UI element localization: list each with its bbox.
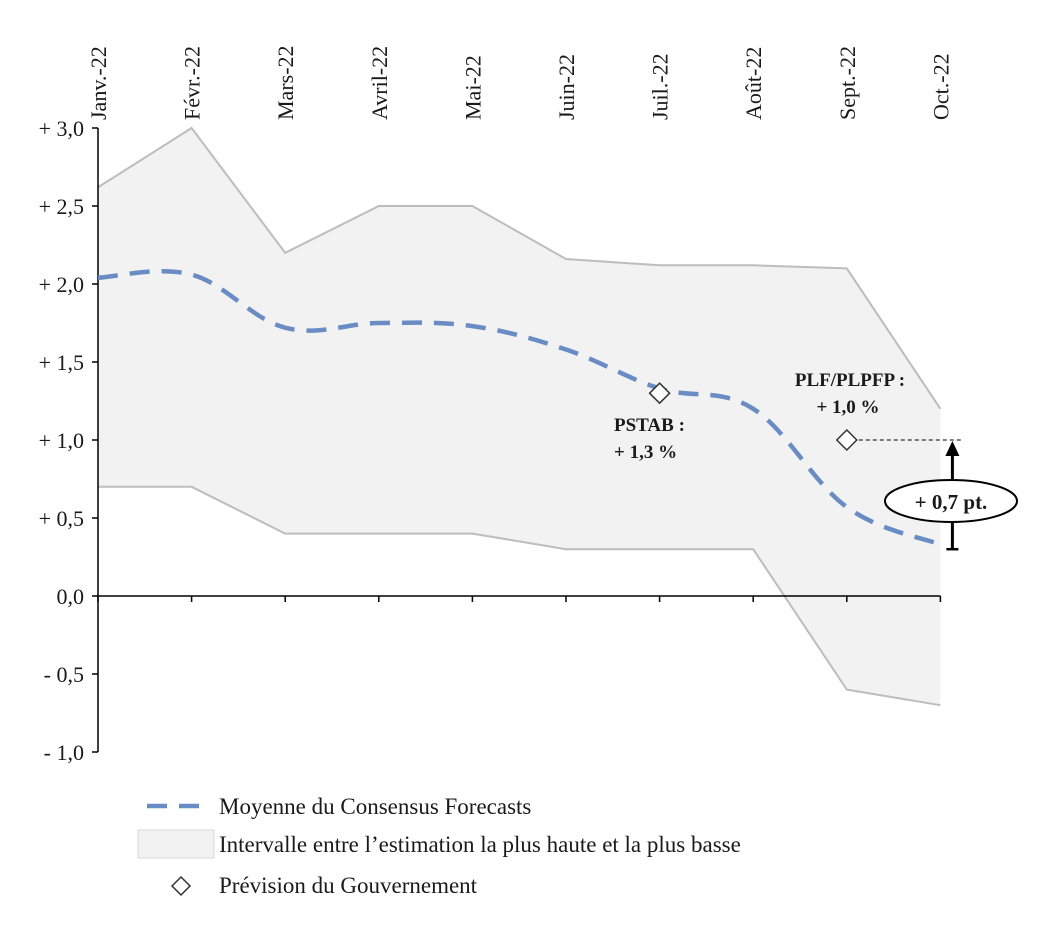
- annotations: PSTAB : + 1,3 % PLF/PLPFP : + 1,0 % + 0,7 pt…: [614, 370, 1018, 551]
- x-tick-label: Mai-22: [460, 55, 485, 120]
- y-tick-label: 0,0: [57, 584, 85, 609]
- range-band-low: [98, 485, 941, 707]
- gap-arrow-head: [945, 441, 960, 456]
- gap-callout-label: + 0,7 pt.: [915, 490, 988, 514]
- axes: + 3,0 + 2,5 + 2,0 + 1,5 + 1,0 + 0,5 0,0 - 0,5 - …: [39, 45, 954, 765]
- y-tick-label: - 1,0: [44, 740, 84, 765]
- government-forecasts: [648, 382, 858, 452]
- consensus-mean-line: [97, 269, 942, 547]
- y-tick-label: + 1,5: [39, 350, 84, 375]
- x-tick-label: Juin-22: [554, 54, 579, 120]
- gap-callout-ellipse: [884, 479, 1018, 523]
- legend-label-consensus: Moyenne du Consensus Forecasts: [219, 794, 531, 819]
- range-band-area: [98, 128, 941, 706]
- x-tick-label: Avril-22: [367, 46, 392, 120]
- x-tick-label: Févr.-22: [180, 46, 205, 120]
- government-forecast-marker: [648, 382, 671, 405]
- x-tick-label: Sept.-22: [835, 46, 860, 120]
- annotation-pstab-value: + 1,3 %: [614, 442, 677, 463]
- annotation-pstab-label: PSTAB :: [614, 415, 685, 436]
- y-tick-label: + 0,5: [39, 506, 84, 531]
- y-tick-label: + 2,0: [39, 272, 84, 297]
- consensus-line: [97, 269, 942, 547]
- legend-swatch-government: [170, 875, 192, 897]
- x-tick-label: Mars-22: [273, 45, 298, 120]
- x-tick-label: Août-22: [741, 47, 766, 120]
- legend-label-range: Intervalle entre l’estimation la plus ha…: [219, 832, 741, 857]
- range-band-high: [97, 126, 942, 410]
- y-tick-label: + 3,0: [39, 116, 84, 141]
- annotation-plf-label: PLF/PLPFP :: [795, 370, 905, 391]
- legend-swatch-range: [137, 829, 215, 859]
- legend: Moyenne du Consensus Forecasts Intervalle…: [137, 794, 741, 898]
- government-forecast-marker: [835, 428, 858, 452]
- y-tick-label: - 0,5: [44, 662, 84, 687]
- annotation-plf-value: + 1,0 %: [816, 397, 879, 418]
- y-tick-label: + 2,5: [39, 194, 84, 219]
- x-tick-label: Juil.-22: [648, 53, 673, 120]
- x-tick-label: Janv.-22: [86, 46, 111, 120]
- legend-label-government: Prévision du Gouvernement: [219, 873, 478, 898]
- x-tick-label: Oct.-22: [928, 53, 953, 120]
- y-tick-label: + 1,0: [39, 428, 84, 453]
- range-band: [97, 126, 942, 707]
